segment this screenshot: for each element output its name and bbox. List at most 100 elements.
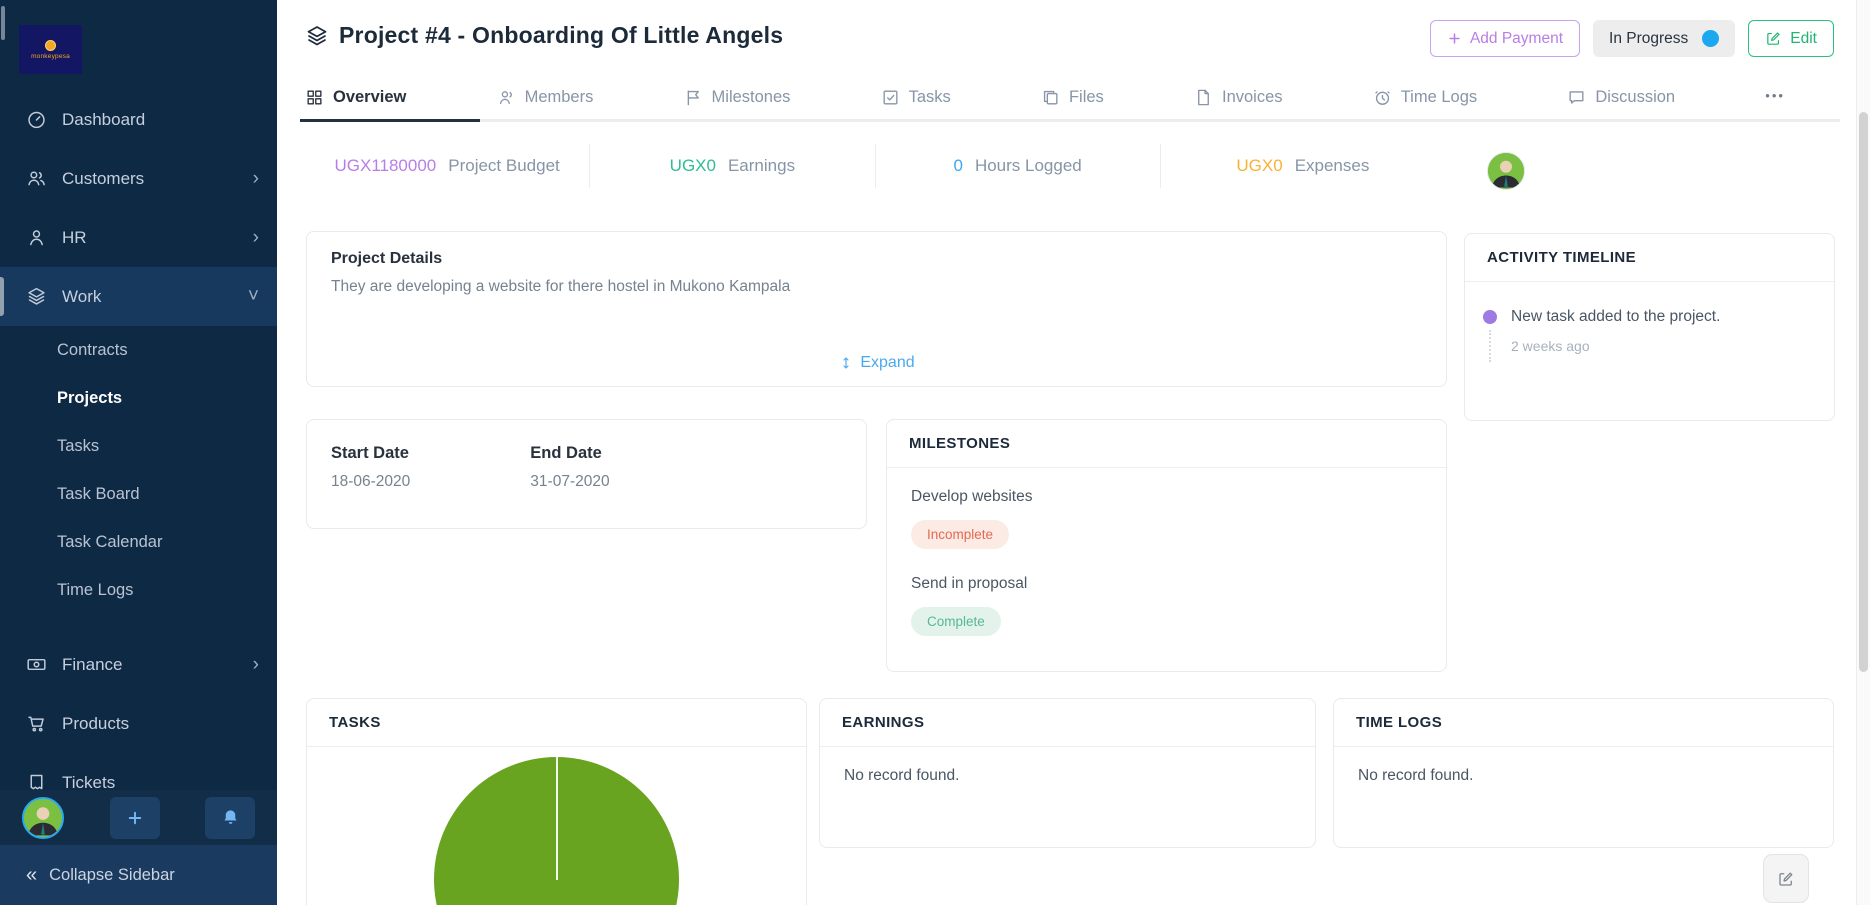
stat-earnings: UGX0 Earnings [590,144,876,188]
milestones-title: MILESTONES [887,420,1446,468]
logo-orb-icon [45,39,56,51]
tab-label: Milestones [711,88,791,106]
edit-project-button[interactable]: Edit [1748,20,1834,57]
cart-icon [28,716,44,732]
notifications-button[interactable] [205,796,255,839]
sidebar-item-tickets[interactable]: Tickets [0,753,277,790]
time-logs-card-title: TIME LOGS [1334,699,1833,747]
sidebar-item-label: Dashboard [62,109,146,129]
tasks-pie-chart [434,757,679,905]
document-icon [1198,89,1209,106]
tab-time-logs[interactable]: Time Logs [1373,82,1477,121]
tab-active-underline [300,119,480,122]
sidebar-item-label: Work [62,286,102,306]
tab-overview[interactable]: Overview [305,82,406,121]
tabs-more-button[interactable]: ••• [1765,88,1785,103]
header-actions: Add Payment In Progress Edit [1429,20,1834,57]
collapse-sidebar-button[interactable]: « Collapse Sidebar [0,845,277,905]
project-status-badge[interactable]: In Progress [1593,20,1736,57]
project-tabs: Overview Members Milestones Tasks Files … [305,82,1785,121]
tab-milestones[interactable]: Milestones [684,82,791,121]
subitem-label: Contracts [57,340,128,359]
start-date-block: Start Date 18-06-2020 [331,444,410,504]
user-avatar[interactable] [22,796,64,839]
layers-icon [307,25,327,45]
clock-icon [1375,91,1390,105]
sidebar-item-label: Customers [62,168,145,188]
floating-edit-button[interactable] [1763,854,1809,903]
tab-label: Files [1068,88,1104,106]
stat-label: Project Budget [448,156,560,175]
edit-pencil-icon [1767,32,1780,45]
layers-icon [28,287,45,305]
tab-label: Tasks [908,88,951,106]
bell-icon [223,810,237,824]
subitem-label: Projects [57,388,123,407]
earnings-card-title: EARNINGS [820,699,1315,747]
stat-hours-logged: 0 Hours Logged [876,144,1161,188]
edit-label: Edit [1790,29,1817,47]
expand-details-link[interactable]: Expand [307,354,1446,372]
edit-pencil-icon [1779,872,1793,886]
user-icon [30,230,43,246]
activity-timeline-title: ACTIVITY TIMELINE [1465,234,1834,282]
sidebar-item-label: HR [62,227,87,247]
tab-label: Overview [333,88,407,106]
stat-project-budget: UGX1180000 Project Budget [305,144,591,188]
sidebar-item-label: Tickets [62,772,116,791]
project-member-avatar[interactable] [1487,152,1525,190]
sidebar-item-work[interactable]: Work ˅ [0,267,277,326]
add-quick-button[interactable] [109,796,160,839]
end-date-value: 31-07-2020 [530,473,610,490]
stat-label: Earnings [727,156,796,175]
sidebar-subitem-time-logs[interactable]: Time Logs [0,566,277,614]
sidebar-item-customers[interactable]: Customers › [0,149,277,208]
project-details-description: They are developing a website for there … [331,278,791,295]
tab-label: Invoices [1222,88,1283,106]
users-icon [28,171,45,186]
sidebar-subitem-projects[interactable]: Projects [0,374,277,422]
add-payment-button[interactable]: Add Payment [1429,20,1581,57]
sidebar-subitem-contracts[interactable]: Contracts [0,326,277,374]
collapse-sidebar-label: Collapse Sidebar [49,865,175,884]
subitem-label: Time Logs [57,580,134,599]
page-title: Project #4 - Onboarding Of Little Angels [339,22,784,48]
time-logs-empty-text: No record found. [1358,767,1474,784]
timeline-event-time: 2 weeks ago [1511,338,1590,354]
timeline-dot-icon [1483,310,1497,324]
sidebar-item-hr[interactable]: HR › [0,208,277,267]
tab-discussion[interactable]: Discussion [1567,82,1675,121]
grid-icon [307,90,322,105]
tab-label: Time Logs [1400,88,1478,106]
sidebar-item-products[interactable]: Products [0,694,277,753]
tab-invoices[interactable]: Invoices [1194,82,1283,121]
sidebar: monkeypesa Dashboard Customers › HR › Wo… [0,0,277,905]
person-avatar-icon [24,798,62,837]
app-logo[interactable]: monkeypesa [19,25,82,74]
expand-vertical-icon [843,357,849,369]
pie-slice-divider [555,757,558,880]
status-dot-icon [1702,30,1720,47]
tab-files[interactable]: Files [1041,82,1104,121]
tasks-card-title: TASKS [307,699,806,747]
milestone-name: Develop websites [911,488,1033,505]
plus-icon [1449,33,1460,44]
tab-members[interactable]: Members [497,82,594,121]
window-scrollbar-thumb[interactable] [1859,112,1868,672]
time-logs-card: TIME LOGS No record found. [1333,698,1834,848]
sidebar-scrollbar-thumb[interactable] [1,6,5,40]
stat-value: UGX1180000 [334,156,437,175]
sidebar-subitem-task-board[interactable]: Task Board [0,470,277,518]
sidebar-item-finance[interactable]: Finance › [0,635,277,694]
copy-files-icon [1043,90,1058,105]
tab-label: Members [524,88,594,106]
window-scrollbar [1856,0,1870,905]
subitem-label: Task Board [57,484,140,503]
sidebar-subitem-task-calendar[interactable]: Task Calendar [0,518,277,566]
sidebar-item-dashboard[interactable]: Dashboard [0,90,277,149]
sidebar-subitem-tasks[interactable]: Tasks [0,422,277,470]
tasks-card: TASKS [306,698,807,905]
end-date-block: End Date 31-07-2020 [530,444,609,504]
tab-tasks[interactable]: Tasks [881,82,951,121]
stat-value: UGX0 [1236,156,1283,175]
